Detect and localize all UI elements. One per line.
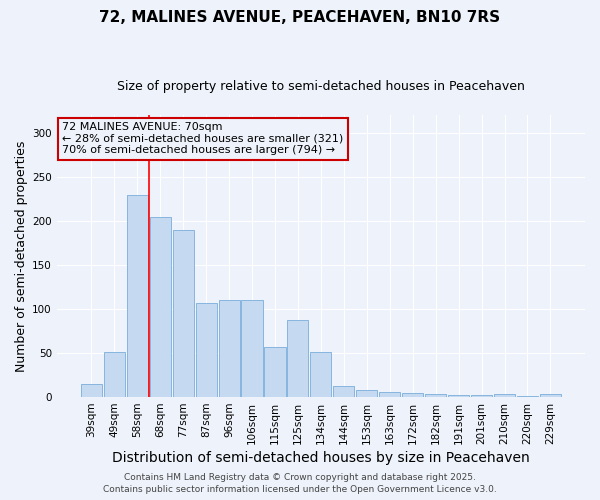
Bar bbox=[287, 320, 308, 397]
Y-axis label: Number of semi-detached properties: Number of semi-detached properties bbox=[15, 140, 28, 372]
Bar bbox=[127, 195, 148, 397]
Bar bbox=[241, 300, 263, 397]
Bar bbox=[471, 396, 492, 397]
Bar bbox=[333, 386, 355, 397]
Bar bbox=[173, 230, 194, 397]
Bar bbox=[425, 394, 446, 397]
Bar bbox=[310, 352, 331, 397]
Bar bbox=[402, 392, 423, 397]
Bar bbox=[448, 396, 469, 397]
Bar bbox=[104, 352, 125, 397]
Bar bbox=[379, 392, 400, 397]
X-axis label: Distribution of semi-detached houses by size in Peacehaven: Distribution of semi-detached houses by … bbox=[112, 451, 530, 465]
Bar bbox=[149, 218, 171, 397]
Bar bbox=[218, 300, 239, 397]
Bar bbox=[540, 394, 561, 397]
Text: Contains HM Land Registry data © Crown copyright and database right 2025.
Contai: Contains HM Land Registry data © Crown c… bbox=[103, 473, 497, 494]
Text: 72, MALINES AVENUE, PEACEHAVEN, BN10 7RS: 72, MALINES AVENUE, PEACEHAVEN, BN10 7RS bbox=[100, 10, 500, 25]
Bar bbox=[517, 396, 538, 397]
Bar bbox=[81, 384, 102, 397]
Bar bbox=[265, 347, 286, 397]
Bar bbox=[196, 303, 217, 397]
Text: 72 MALINES AVENUE: 70sqm
← 28% of semi-detached houses are smaller (321)
70% of : 72 MALINES AVENUE: 70sqm ← 28% of semi-d… bbox=[62, 122, 343, 156]
Bar bbox=[494, 394, 515, 397]
Title: Size of property relative to semi-detached houses in Peacehaven: Size of property relative to semi-detach… bbox=[117, 80, 525, 93]
Bar bbox=[356, 390, 377, 397]
